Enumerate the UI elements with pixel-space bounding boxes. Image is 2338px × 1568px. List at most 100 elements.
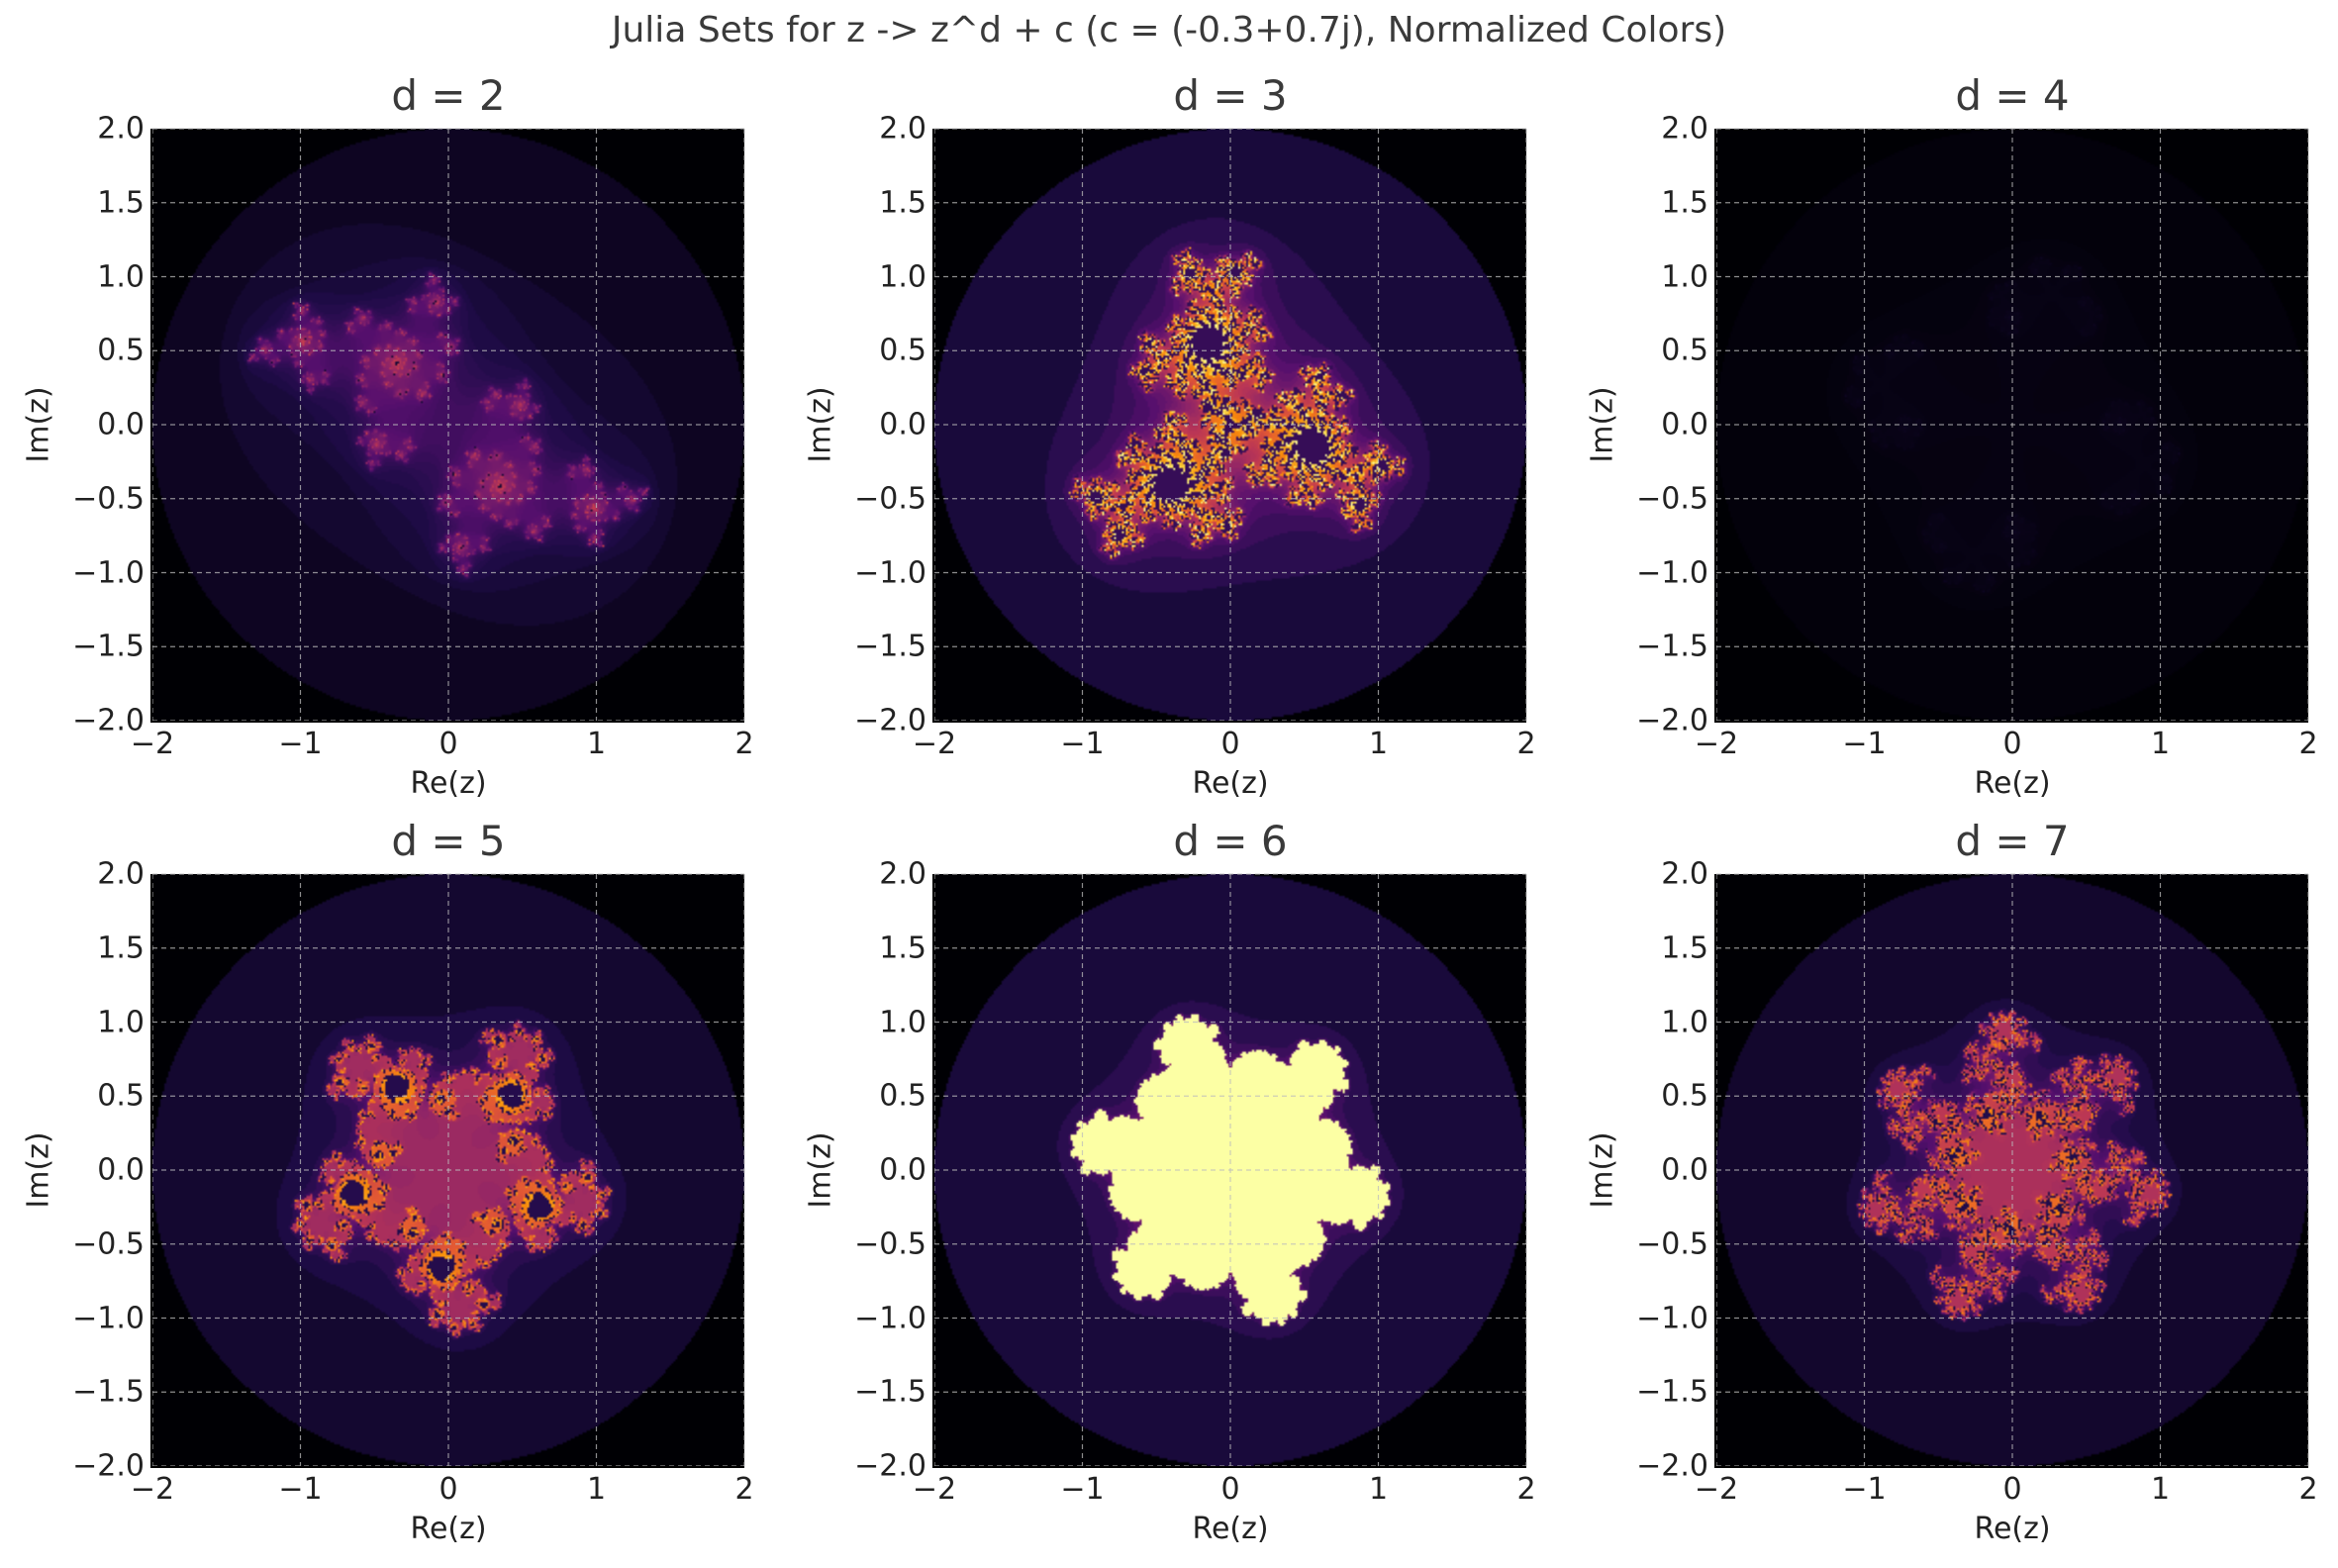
y-tick-label: 1.5 — [1661, 931, 1708, 966]
subplot-title: d = 7 — [1955, 817, 2070, 865]
x-tick-label: 0 — [438, 727, 458, 761]
y-tick-label: −2.0 — [854, 1448, 926, 1484]
y-tick-label: 1.0 — [879, 259, 926, 294]
x-tick-label: 0 — [2002, 1472, 2022, 1507]
x-tick-label: −1 — [1060, 727, 1105, 761]
x-tick-label: 0 — [438, 1472, 458, 1507]
y-tick-label: −2.0 — [1636, 1448, 1708, 1484]
x-tick-label: 2 — [734, 727, 754, 761]
y-tick-label: −1.0 — [1636, 555, 1708, 590]
y-tick-label: −2.0 — [854, 703, 926, 738]
y-axis-spine — [1714, 129, 1716, 723]
y-axis-label: Im(z) — [21, 386, 56, 463]
x-axis-label: Re(z) — [1974, 766, 2051, 801]
x-tick-label: −2 — [912, 727, 957, 761]
y-axis-label: Im(z) — [803, 1131, 838, 1209]
y-tick-label: 1.0 — [1661, 259, 1708, 294]
y-tick-label: 1.5 — [879, 185, 926, 221]
y-tick-label: 0.5 — [879, 333, 926, 368]
x-tick-label: 2 — [734, 1472, 754, 1507]
grid-lines — [933, 128, 1527, 722]
x-axis-label: Re(z) — [1192, 766, 1269, 801]
y-tick-label: −2.0 — [72, 703, 145, 738]
y-tick-label: 2.0 — [97, 856, 145, 892]
x-tick-label: −2 — [130, 1472, 175, 1507]
julia-heatmap — [933, 128, 1527, 722]
y-axis-spine — [1714, 874, 1716, 1468]
y-tick-label: 0.0 — [879, 1152, 926, 1188]
y-tick-label: −1.0 — [854, 1301, 926, 1335]
x-tick-label: 0 — [2002, 727, 2022, 761]
y-axis-spine — [150, 874, 152, 1468]
julia-heatmap — [1715, 873, 2309, 1467]
x-tick-label: −2 — [130, 727, 175, 761]
julia-heatmap — [151, 128, 745, 722]
julia-heatmap — [1715, 128, 2309, 722]
x-tick-label: 2 — [1516, 727, 1536, 761]
y-tick-label: 0.5 — [97, 333, 145, 368]
x-tick-label: 1 — [1368, 727, 1389, 761]
x-axis-spine — [150, 721, 744, 723]
x-tick-label: −1 — [1060, 1472, 1105, 1507]
x-axis-spine — [932, 1466, 1526, 1468]
y-tick-label: −0.5 — [1636, 481, 1708, 517]
y-tick-label: 1.5 — [97, 185, 145, 221]
y-axis-label: Im(z) — [1585, 386, 1620, 463]
y-tick-label: 1.0 — [1661, 1005, 1708, 1039]
julia-heatmap — [933, 873, 1527, 1467]
x-axis-spine — [150, 1466, 744, 1468]
x-tick-label: −1 — [1842, 1472, 1887, 1507]
y-tick-label: 1.5 — [879, 931, 926, 966]
figure-title: Julia Sets for z -> z^d + c (c = (-0.3+0… — [611, 10, 1727, 50]
subplot-title: d = 3 — [1173, 71, 1288, 120]
x-tick-label: 0 — [1220, 1472, 1240, 1507]
subplot-title: d = 6 — [1173, 817, 1288, 865]
x-axis-spine — [1714, 721, 2308, 723]
x-tick-label: 2 — [1516, 1472, 1536, 1507]
y-tick-label: 0.5 — [1661, 333, 1708, 368]
subplot-title: d = 5 — [391, 817, 506, 865]
y-tick-label: 2.0 — [1661, 856, 1708, 892]
x-axis-spine — [1714, 1466, 2308, 1468]
y-tick-label: −2.0 — [1636, 703, 1708, 738]
y-tick-label: −1.5 — [854, 629, 926, 664]
y-tick-label: 0.0 — [97, 407, 145, 442]
y-tick-label: −1.5 — [1636, 629, 1708, 664]
y-tick-label: −1.5 — [854, 1374, 926, 1410]
y-tick-label: −1.0 — [854, 555, 926, 590]
y-tick-label: −0.5 — [854, 481, 926, 517]
x-tick-label: 1 — [586, 1472, 607, 1507]
y-tick-label: −1.5 — [72, 1374, 145, 1410]
grid-lines — [933, 873, 1527, 1467]
y-tick-label: −1.0 — [72, 1301, 145, 1335]
x-tick-label: 1 — [2150, 727, 2171, 761]
y-tick-label: −0.5 — [854, 1226, 926, 1262]
grid-lines — [1715, 873, 2309, 1467]
y-tick-label: 0.0 — [97, 1152, 145, 1188]
y-tick-label: 2.0 — [97, 111, 145, 147]
grid-lines — [151, 128, 745, 722]
x-tick-label: 1 — [586, 727, 607, 761]
y-tick-label: −1.5 — [1636, 1374, 1708, 1410]
x-tick-label: 2 — [2298, 727, 2318, 761]
y-axis-label: Im(z) — [21, 1131, 56, 1209]
y-tick-label: 1.0 — [97, 259, 145, 294]
x-tick-label: −2 — [1694, 1472, 1739, 1507]
y-tick-label: 1.5 — [97, 931, 145, 966]
subplot-title: d = 4 — [1955, 71, 2070, 120]
y-tick-label: 0.5 — [879, 1078, 926, 1114]
y-axis-label: Im(z) — [1585, 1131, 1620, 1209]
x-axis-label: Re(z) — [1192, 1512, 1269, 1546]
y-tick-label: −1.5 — [72, 629, 145, 664]
y-axis-spine — [932, 129, 934, 723]
y-tick-label: −2.0 — [72, 1448, 145, 1484]
y-axis-spine — [932, 874, 934, 1468]
y-axis-spine — [150, 129, 152, 723]
x-tick-label: −2 — [1694, 727, 1739, 761]
y-tick-label: −0.5 — [1636, 1226, 1708, 1262]
y-tick-label: 2.0 — [879, 856, 926, 892]
y-tick-label: 2.0 — [879, 111, 926, 147]
y-tick-label: 0.5 — [1661, 1078, 1708, 1114]
x-tick-label: 1 — [1368, 1472, 1389, 1507]
y-tick-label: 0.0 — [1661, 1152, 1708, 1188]
